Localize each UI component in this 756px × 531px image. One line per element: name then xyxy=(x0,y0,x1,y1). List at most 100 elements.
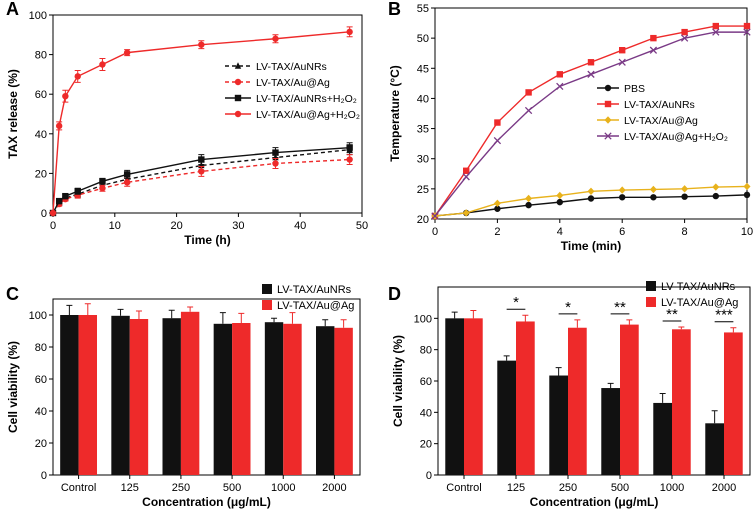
data-point xyxy=(55,197,63,205)
y-tick-label: 60 xyxy=(420,376,432,388)
data-point xyxy=(743,28,751,36)
legend-marker xyxy=(604,132,612,140)
data-point xyxy=(650,34,657,42)
data-point xyxy=(712,183,720,191)
y-axis-label: Temperature (°C) xyxy=(388,65,402,162)
legend-swatch xyxy=(646,281,656,291)
y-tick-label: 40 xyxy=(35,406,47,418)
x-tick-label: 8 xyxy=(682,226,688,238)
panel-A: A 0 20 40 60 80 100 TAX release (%) 0 10 20 30 40 50 T… xyxy=(6,0,368,247)
error-bar xyxy=(555,367,562,376)
legend-label: LV-TAX/Au@Ag xyxy=(624,115,698,127)
x-tick-label: 1000 xyxy=(271,482,295,494)
error-bar xyxy=(84,303,91,315)
data-point xyxy=(650,194,657,201)
x-tick-label: 0 xyxy=(50,220,56,232)
x-tick-label: 250 xyxy=(172,482,190,494)
x-axis-label: Time (min) xyxy=(561,239,621,253)
bar xyxy=(549,375,568,475)
bar xyxy=(315,326,335,475)
data-point xyxy=(525,194,533,203)
x-tick-label: 30 xyxy=(232,220,244,232)
panel-label: C xyxy=(6,284,19,304)
y-axis-label: Cell viability (%) xyxy=(391,335,405,427)
y-tick-label: 100 xyxy=(29,310,47,322)
bar xyxy=(653,402,672,475)
y-tick-label: 20 xyxy=(420,439,432,451)
data-point xyxy=(55,122,63,130)
data-point xyxy=(123,49,131,56)
series-line xyxy=(52,31,350,214)
data-point xyxy=(556,71,563,78)
y-tick-label: 30 xyxy=(417,154,429,166)
error-bar xyxy=(574,319,581,328)
data-point xyxy=(49,209,57,217)
data-point xyxy=(712,28,720,36)
error-bar xyxy=(470,310,477,319)
data-point xyxy=(619,194,626,201)
bar xyxy=(264,322,284,475)
error-bar xyxy=(289,312,296,324)
bar xyxy=(213,323,233,475)
x-tick-label: 2 xyxy=(494,226,500,238)
legend-swatch xyxy=(646,297,656,307)
x-axis-label: Concentration (μg/mL) xyxy=(530,495,659,509)
legend-marker xyxy=(234,94,242,102)
data-point xyxy=(346,144,353,151)
legend-label: LV-TAX/AuNRs xyxy=(661,281,736,293)
legend-marker xyxy=(604,116,612,124)
y-tick-label: 80 xyxy=(35,50,47,62)
data-point xyxy=(62,192,69,200)
significance-label: ** xyxy=(666,306,678,323)
y-tick-label: 20 xyxy=(35,168,47,180)
bar xyxy=(724,332,743,475)
legend-marker xyxy=(234,78,242,86)
x-tick-label: 250 xyxy=(559,482,577,494)
y-tick-label: 80 xyxy=(420,345,432,357)
error-bar xyxy=(271,317,278,323)
data-point xyxy=(649,46,658,54)
data-point xyxy=(649,185,657,194)
series-PBS xyxy=(431,191,751,220)
data-point xyxy=(587,187,595,195)
significance-label: * xyxy=(513,294,519,311)
bar xyxy=(334,327,353,475)
x-tick-label: 0 xyxy=(432,226,438,238)
legend-label: LV-TAX/AuNRs xyxy=(256,61,327,73)
panel-D: D 0 20 40 60 80 100 Cell viability (%) Control 12… xyxy=(388,281,751,509)
error-bar xyxy=(607,382,614,389)
plot-frame xyxy=(437,286,751,476)
y-tick-label: 0 xyxy=(41,470,47,482)
bar xyxy=(232,323,251,475)
y-tick-label: 0 xyxy=(426,470,432,482)
y-tick-label: 100 xyxy=(29,10,47,22)
bar xyxy=(111,315,130,475)
x-tick-label: 20 xyxy=(170,220,182,232)
legend-label: PBS xyxy=(624,83,645,95)
data-point xyxy=(123,179,131,186)
legend-label: LV-TAX/Au@Ag+H₂O₂ xyxy=(256,109,360,121)
x-tick-label: 50 xyxy=(356,220,368,232)
legend-label: LV-TAX/Au@Ag+H₂O₂ xyxy=(624,131,728,143)
significance-label: *** xyxy=(715,307,733,324)
data-point xyxy=(346,28,353,36)
error-bar xyxy=(659,393,666,403)
bar xyxy=(283,323,302,475)
data-point xyxy=(346,156,353,163)
bar xyxy=(620,324,639,475)
data-point xyxy=(587,59,595,66)
error-bar xyxy=(503,355,510,361)
legend-label: LV-TAX/AuNRs xyxy=(277,284,352,296)
y-tick-label: 20 xyxy=(417,214,429,226)
data-point xyxy=(494,205,501,212)
data-point xyxy=(525,89,532,96)
panel-B: B 20 25 30 35 40 45 50 55 Temperature (°C) 0 2 4 6 8 10… xyxy=(388,0,753,253)
data-point xyxy=(619,47,626,54)
x-tick-label: 2000 xyxy=(322,482,346,494)
y-tick-label: 45 xyxy=(417,63,429,75)
data-point xyxy=(99,178,106,185)
data-point xyxy=(198,156,205,163)
data-point xyxy=(493,136,502,145)
legend-label: LV-TAX/Au@Ag xyxy=(256,77,330,89)
